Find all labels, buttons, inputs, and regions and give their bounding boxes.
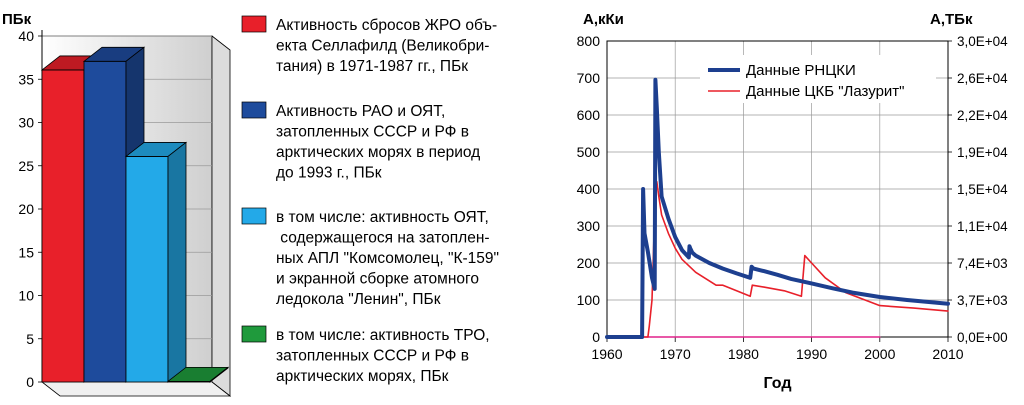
y-tick-label: 30 bbox=[18, 115, 34, 131]
series-line-2 bbox=[606, 180, 949, 338]
y2-tick-label: 7,4E+03 bbox=[957, 256, 1008, 271]
legend-line: екта Селлафилд (Великобри- bbox=[276, 38, 489, 55]
line-chart: 0 0,0E+00 100 3,7E+03 200 7,4E+03 300 1,1E+04 40… bbox=[577, 11, 1009, 392]
y2-tick-label: 2,6E+04 bbox=[957, 71, 1008, 86]
x-tick-label: 1990 bbox=[796, 346, 827, 362]
y-tick-label: 300 bbox=[577, 218, 601, 234]
y-tick-label: 200 bbox=[577, 255, 601, 271]
legend-line: до 1993 г., ПБк bbox=[276, 165, 382, 182]
y-tick-label: 10 bbox=[18, 288, 34, 304]
legend-swatch bbox=[241, 15, 267, 33]
legend-swatch bbox=[241, 325, 267, 343]
y-tick-label: 5 bbox=[26, 331, 34, 347]
y2-axis-title: А,ТБк bbox=[930, 11, 973, 28]
x-tick-label: 2000 bbox=[864, 346, 895, 362]
legend-line: ных АПЛ "Комсомолец, "К-159" bbox=[276, 250, 499, 267]
y-tick-label: 600 bbox=[577, 107, 601, 123]
legend-line: затопленных СССР и РФ в bbox=[276, 124, 469, 141]
y-axis-title: ПБк bbox=[2, 11, 32, 28]
y2-tick-label: 1,1E+04 bbox=[957, 219, 1008, 234]
legend-swatch bbox=[241, 207, 267, 225]
x-tick-label: 2010 bbox=[932, 346, 963, 362]
floor bbox=[40, 381, 232, 397]
y2-tick-label: 2,2E+04 bbox=[957, 108, 1008, 123]
x-tick-label: 1960 bbox=[591, 346, 622, 362]
y2-tick-label: 1,9E+04 bbox=[957, 145, 1008, 160]
y-tick-label: 800 bbox=[577, 33, 601, 49]
y2-tick-label: 3,0E+04 bbox=[957, 34, 1008, 49]
y-tick-label: 0 bbox=[592, 329, 600, 345]
legend-label: Данные РНЦКИ bbox=[746, 62, 856, 79]
legend-line: арктических морях в период bbox=[276, 144, 480, 161]
bar-4 bbox=[166, 366, 230, 383]
legend-entry: Активность РАО и ОЯТ, затопленных СССР и … bbox=[276, 103, 480, 182]
bar-side bbox=[167, 141, 187, 383]
y-tick-label: 500 bbox=[577, 144, 601, 160]
legend-entry: в том числе: активность ТРО, затопленных … bbox=[276, 327, 490, 385]
x-tick-label: 1980 bbox=[728, 346, 759, 362]
y-tick-label: 35 bbox=[18, 71, 34, 87]
legend-line: в том числе: активность ОЯТ, bbox=[276, 209, 489, 226]
y-tick-label: 25 bbox=[18, 158, 34, 174]
y-tick-label: 700 bbox=[577, 70, 601, 86]
series-line-1 bbox=[605, 77, 950, 339]
y-tick-label: 15 bbox=[18, 244, 34, 260]
bar-side bbox=[209, 366, 229, 383]
legend-entry: Активность сбросов ЖРО объ-екта Селлафил… bbox=[276, 17, 497, 75]
legend-swatch bbox=[241, 101, 267, 119]
legend-line: содержащегося на затоплен- bbox=[276, 230, 490, 247]
legend-box bbox=[700, 55, 936, 103]
bar-legend: Активность сбросов ЖРО объ-екта Селлафил… bbox=[241, 15, 499, 385]
y-tick-label: 40 bbox=[18, 28, 34, 44]
bar-3 bbox=[124, 141, 188, 383]
legend-label: Данные ЦКБ "Лазурит" bbox=[746, 83, 905, 100]
x-axis-title: Год bbox=[764, 375, 792, 392]
bar-front bbox=[41, 69, 85, 383]
legend-line: арктических морях, ПБк bbox=[276, 368, 449, 385]
y-axis-title: А,кКи bbox=[583, 11, 624, 28]
bar-front bbox=[83, 60, 127, 383]
y-tick-label: 0 bbox=[26, 374, 34, 390]
y-tick-label: 100 bbox=[577, 292, 601, 308]
y2-tick-label: 1,5E+04 bbox=[957, 182, 1008, 197]
legend-line: затопленных СССР и РФ в bbox=[276, 348, 469, 365]
side-wall bbox=[211, 35, 231, 397]
y-tick-label: 20 bbox=[18, 201, 34, 217]
legend-line: в том числе: активность ТРО, bbox=[276, 327, 490, 344]
y2-tick-label: 0,0E+00 bbox=[957, 330, 1008, 345]
legend-line: ледокола "Ленин", ПБк bbox=[276, 291, 441, 308]
bar-front bbox=[125, 156, 169, 383]
y-tick-label: 400 bbox=[577, 181, 601, 197]
legend-line: Активность сбросов ЖРО объ- bbox=[276, 17, 497, 34]
x-tick-label: 1970 bbox=[660, 346, 691, 362]
legend-line: и экранной сборке атомного bbox=[276, 271, 479, 288]
legend-line: Активность РАО и ОЯТ, bbox=[276, 103, 445, 120]
legend-entry: в том числе: активность ОЯТ, содержащего… bbox=[276, 209, 499, 308]
legend-line: тания) в 1971-1987 гг., ПБк bbox=[276, 58, 468, 75]
y2-tick-label: 3,7E+03 bbox=[957, 293, 1008, 308]
line-legend: Данные РНЦКИ Данные ЦКБ "Лазурит" bbox=[700, 55, 936, 103]
